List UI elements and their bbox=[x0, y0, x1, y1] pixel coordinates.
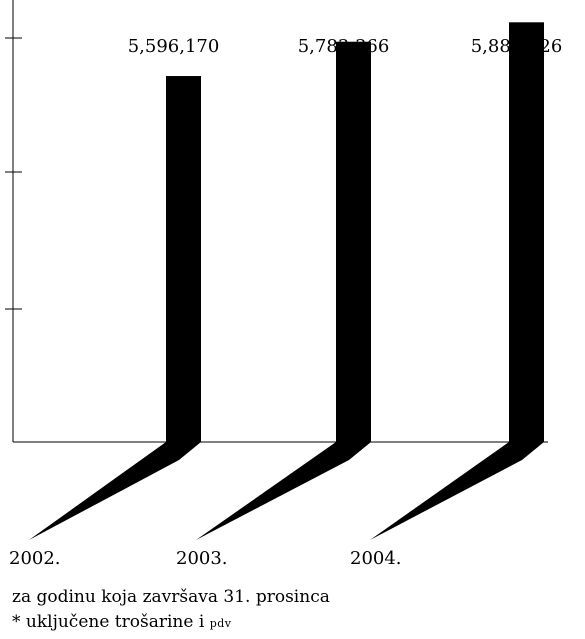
bar-tail bbox=[370, 442, 544, 540]
footnote-taxes: * uključene trošarine i pdv bbox=[12, 612, 232, 632]
data-label: 5,596,170 bbox=[128, 36, 220, 57]
data-label: 5,889,226 bbox=[471, 36, 563, 57]
value-labels: 5,596,170 5,783,366 5,889,226 bbox=[128, 36, 563, 57]
bar bbox=[166, 76, 201, 443]
footnote-period: za godinu koja završava 31. prosinca bbox=[12, 587, 330, 607]
bars bbox=[29, 22, 544, 540]
x-tick-label: 2004. bbox=[350, 548, 402, 569]
year-labels: 2002. 2003. 2004. bbox=[9, 548, 402, 569]
bar bbox=[336, 41, 371, 442]
bar-tail bbox=[196, 442, 371, 540]
bar bbox=[509, 22, 544, 443]
x-tick-label: 2002. bbox=[9, 548, 61, 569]
x-tick-label: 2003. bbox=[176, 548, 228, 569]
footnote-taxes-abbrev: pdv bbox=[209, 617, 232, 630]
axes bbox=[5, 0, 548, 443]
data-label: 5,783,366 bbox=[298, 36, 390, 57]
footnote-taxes-text: * uključene trošarine i bbox=[12, 612, 210, 632]
bar-tail bbox=[29, 442, 201, 540]
